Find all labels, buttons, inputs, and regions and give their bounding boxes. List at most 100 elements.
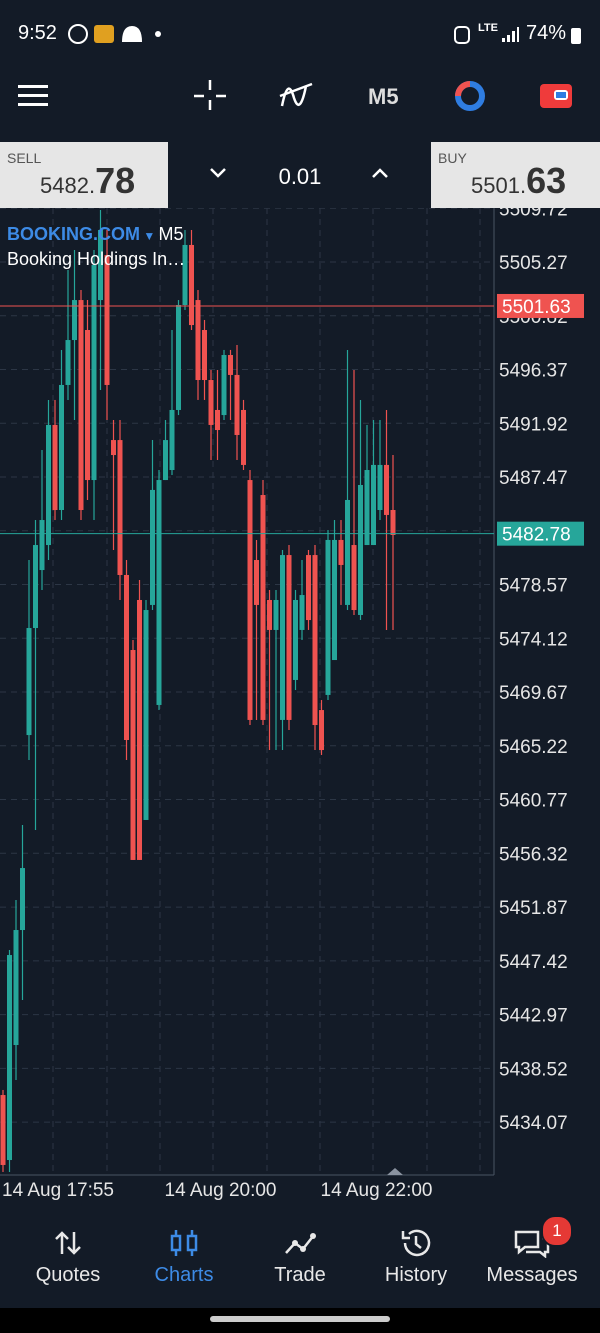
history-icon bbox=[401, 1229, 431, 1257]
candle-body bbox=[293, 599, 298, 680]
candle-body bbox=[371, 464, 376, 546]
price-label-bg bbox=[497, 293, 584, 318]
nav-label: Messages bbox=[486, 1264, 578, 1286]
buy-price: 5501. bbox=[471, 173, 527, 198]
sell-button[interactable]: SELL 5482.78 bbox=[0, 142, 168, 208]
gesture-bar bbox=[0, 1308, 600, 1333]
nav-charts[interactable]: Charts bbox=[126, 1228, 242, 1287]
y-tick-label: 5442.97 bbox=[499, 1006, 568, 1027]
candle-body bbox=[65, 340, 71, 385]
sell-pips: 78 bbox=[95, 160, 136, 201]
candle-body bbox=[384, 464, 389, 515]
candle-body bbox=[117, 440, 123, 575]
nav-history[interactable]: History bbox=[358, 1228, 474, 1287]
signal-icon bbox=[502, 27, 519, 42]
symbol[interactable]: BOOKING.COM bbox=[7, 224, 140, 244]
candle-body bbox=[267, 599, 272, 630]
candle-body bbox=[390, 509, 396, 536]
nav-trade[interactable]: Trade bbox=[242, 1228, 358, 1287]
nav-label: Charts bbox=[154, 1264, 214, 1286]
candle-body bbox=[85, 330, 90, 481]
candle-body bbox=[247, 480, 253, 720]
candle-body bbox=[312, 555, 318, 726]
nav-quotes[interactable]: Quotes bbox=[10, 1228, 126, 1287]
quotes-icon bbox=[55, 1231, 81, 1255]
candle-body bbox=[345, 499, 350, 605]
candle-body bbox=[234, 374, 240, 435]
y-tick-label: 5487.47 bbox=[499, 468, 568, 489]
chart-header: BOOKING.COM ▼ M5 bbox=[7, 224, 184, 244]
lot-down[interactable] bbox=[208, 166, 228, 180]
battery: 74% bbox=[526, 22, 567, 44]
indicators-button[interactable] bbox=[279, 82, 313, 107]
candle-body bbox=[306, 555, 311, 621]
timeframe-button[interactable]: M5 bbox=[368, 84, 399, 109]
lot-panel: 0.01 bbox=[170, 142, 430, 208]
y-tick-label: 5509.72 bbox=[499, 208, 568, 220]
y-tick-label: 5456.32 bbox=[499, 844, 568, 865]
charts-icon bbox=[170, 1230, 198, 1256]
candle-body bbox=[39, 520, 45, 571]
candle-body bbox=[98, 229, 103, 301]
x-tick-label: 14 Aug 20:00 bbox=[165, 1180, 277, 1201]
sell-label: SELL bbox=[7, 150, 42, 166]
candle-body bbox=[299, 595, 305, 630]
candle-body bbox=[364, 470, 370, 546]
y-tick-label: 5451.87 bbox=[499, 898, 568, 919]
candle-body bbox=[332, 539, 337, 661]
buy-button[interactable]: BUY 5501.63 bbox=[431, 142, 600, 208]
toolbar bbox=[18, 80, 572, 111]
status-icons bbox=[68, 24, 161, 44]
candle-body bbox=[195, 300, 201, 381]
price-label-bg bbox=[497, 521, 584, 546]
y-tick-label: 5447.42 bbox=[499, 952, 568, 973]
nav-label: Trade bbox=[274, 1264, 326, 1286]
candle-body bbox=[163, 440, 168, 481]
y-tick-label: 5438.52 bbox=[499, 1059, 568, 1080]
network: LTE bbox=[478, 22, 498, 34]
candle-body bbox=[377, 464, 383, 510]
y-tick-label: 5505.27 bbox=[499, 253, 568, 274]
candle-body bbox=[78, 300, 84, 510]
nav-messages[interactable]: Messages bbox=[474, 1228, 590, 1287]
candle-body bbox=[13, 930, 19, 1046]
trade-icon bbox=[285, 1233, 316, 1254]
nav-label: Quotes bbox=[35, 1264, 101, 1286]
candle-body bbox=[150, 489, 155, 605]
candle-body bbox=[143, 610, 149, 820]
candle-body bbox=[202, 330, 207, 381]
candle-body bbox=[273, 599, 279, 630]
badge: 1 bbox=[541, 1215, 573, 1247]
candle-body bbox=[111, 440, 116, 456]
buy-label: BUY bbox=[438, 150, 467, 166]
menu-button[interactable] bbox=[18, 85, 48, 106]
x-tick-label: 14 Aug 17:55 bbox=[2, 1180, 114, 1201]
y-tick-label: 5469.67 bbox=[499, 683, 568, 704]
candle-body bbox=[182, 244, 188, 306]
candle-body bbox=[46, 424, 51, 546]
lot[interactable]: 0.01 bbox=[278, 164, 322, 189]
candle-body bbox=[254, 560, 259, 605]
candle-body bbox=[286, 555, 292, 720]
candle-body bbox=[104, 254, 110, 385]
y-tick-label: 5460.77 bbox=[499, 791, 568, 812]
candle-body bbox=[325, 539, 331, 695]
candle-body bbox=[260, 495, 266, 720]
candle-body bbox=[338, 539, 344, 565]
lot-up[interactable] bbox=[370, 166, 390, 180]
y-tick-label: 5465.22 bbox=[499, 737, 568, 758]
candle-body bbox=[130, 650, 136, 860]
candle-body bbox=[241, 409, 246, 465]
sell-price: 5482. bbox=[40, 173, 96, 198]
candle-body bbox=[0, 1095, 6, 1165]
chart-timeframe: M5 bbox=[158, 224, 184, 244]
candle-body bbox=[124, 574, 129, 741]
candle-body bbox=[169, 409, 175, 471]
vertical-grid bbox=[52, 208, 481, 1175]
candle-body bbox=[176, 305, 181, 410]
candle-body bbox=[72, 300, 77, 341]
candle-body bbox=[91, 265, 97, 481]
crosshair-button[interactable] bbox=[194, 80, 226, 110]
chart: 5509.725505.275500.825496.375491.925487.… bbox=[0, 208, 584, 1201]
